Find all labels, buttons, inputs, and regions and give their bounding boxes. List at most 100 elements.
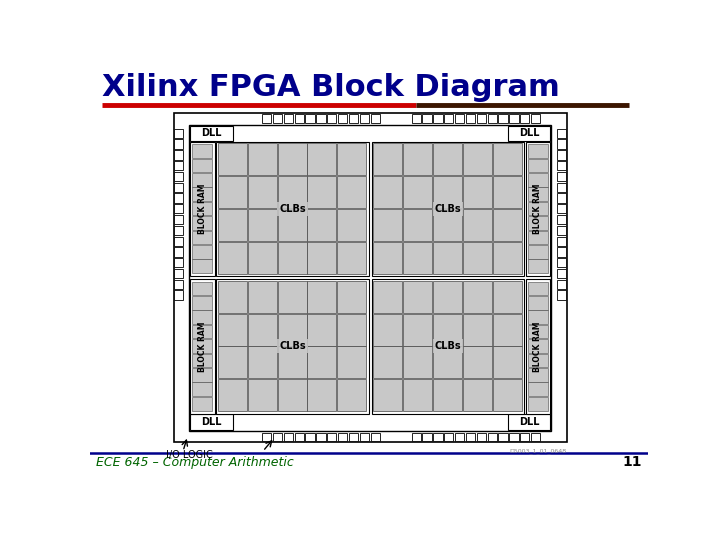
Bar [192,281,212,295]
Bar [487,433,497,441]
Bar [174,269,183,278]
Bar [557,172,566,181]
Bar [487,114,497,123]
Bar [466,114,475,123]
Text: CLBs: CLBs [279,341,306,352]
Bar [557,204,566,213]
Bar [433,114,443,123]
Bar [492,314,522,346]
Bar [277,314,307,346]
Bar [327,433,336,441]
Bar [372,279,524,414]
Bar [444,433,454,441]
Bar [444,114,454,123]
Bar [192,259,212,273]
Bar [528,187,548,201]
Bar [373,379,402,411]
Bar [218,347,247,379]
Text: D5003_1_01_0648: D5003_1_01_0648 [510,448,567,454]
Bar [433,176,462,208]
Bar [463,209,492,241]
Bar [284,114,293,123]
Bar [528,325,548,339]
Bar [248,242,276,274]
Bar [528,296,548,309]
Bar [174,183,183,192]
Bar [277,242,307,274]
Bar [557,215,566,224]
Bar [528,397,548,410]
Bar [433,143,462,176]
Bar [337,314,366,346]
Bar [463,314,492,346]
Bar [174,113,567,442]
Bar [192,187,212,201]
Text: DLL: DLL [201,417,222,427]
Bar [218,242,247,274]
Bar [192,144,212,158]
Bar [338,114,347,123]
Bar [248,209,276,241]
Bar [337,379,366,411]
Bar [262,433,271,441]
Bar [373,314,402,346]
Bar [373,347,402,379]
Bar [520,433,529,441]
Bar [218,176,247,208]
Bar [248,281,276,313]
Bar [307,209,336,241]
Text: I/O LOGIC: I/O LOGIC [166,450,212,460]
Bar [492,379,522,411]
Bar [463,242,492,274]
Bar [174,258,183,267]
Bar [273,433,282,441]
Bar [174,215,183,224]
Bar [216,142,369,276]
Bar [349,433,358,441]
Bar [174,291,183,300]
Bar [189,125,551,430]
Bar [307,379,336,411]
Bar [403,242,432,274]
Bar [337,143,366,176]
Text: BLOCK RAM: BLOCK RAM [534,184,542,234]
Bar [174,150,183,159]
Bar [192,231,212,244]
Bar [557,183,566,192]
Bar [337,281,366,313]
Bar [192,245,212,259]
Text: BLOCK RAM: BLOCK RAM [198,184,207,234]
Bar [403,281,432,313]
Bar [192,368,212,382]
Bar [433,242,462,274]
Bar [248,379,276,411]
Bar [349,114,358,123]
Bar [373,143,402,176]
Bar [174,204,183,213]
Bar [463,143,492,176]
Bar [477,114,486,123]
Bar [492,209,522,241]
Bar [528,144,548,158]
Bar [305,114,315,123]
Bar [463,347,492,379]
Bar [520,114,529,123]
Bar [307,242,336,274]
Bar [294,433,304,441]
Bar [528,245,548,259]
Bar [373,176,402,208]
Bar [531,114,540,123]
Bar [528,259,548,273]
Bar [463,281,492,313]
Bar [277,209,307,241]
Bar [192,202,212,215]
Bar [528,339,548,353]
Bar [307,143,336,176]
Bar [557,161,566,170]
Bar [218,209,247,241]
Bar [337,176,366,208]
Bar [528,354,548,367]
Bar [557,226,566,235]
Bar [277,347,307,379]
Bar [557,193,566,202]
